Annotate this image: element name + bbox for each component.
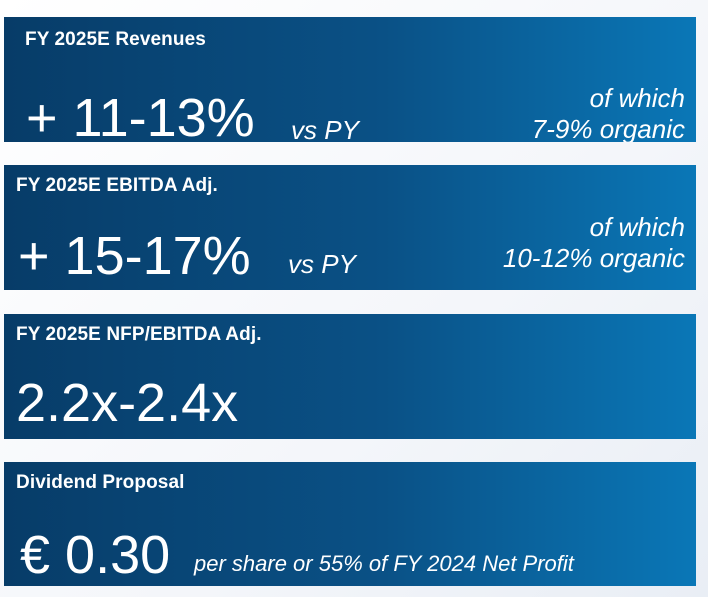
nfp-ebitda-card: FY 2025E NFP/EBITDA Adj. 2.2x-2.4x <box>4 314 696 439</box>
ebitda-card: FY 2025E EBITDA Adj. + 15-17% vs PY of w… <box>4 165 696 290</box>
dividend-description: per share or 55% of FY 2024 Net Profit <box>194 551 574 576</box>
revenues-vs-py-label: vs PY <box>291 115 359 142</box>
ebitda-note-line2: 10-12% organic <box>502 243 685 274</box>
dividend-title: Dividend Proposal <box>16 472 185 493</box>
ebitda-vs-py-label: vs PY <box>288 249 356 279</box>
ebitda-note-line1: of which <box>589 212 685 242</box>
nfp-ebitda-value: 2.2x-2.4x <box>16 373 239 433</box>
dividend-value: € 0.30 <box>20 525 171 585</box>
nfp-ebitda-title: FY 2025E NFP/EBITDA Adj. <box>16 324 262 345</box>
revenues-title: FY 2025E Revenues <box>25 29 206 50</box>
dividend-card: Dividend Proposal € 0.30 per share or 55… <box>4 462 696 586</box>
revenues-growth-value: + 11-13% <box>26 88 255 142</box>
revenues-organic-note: of which 7-9% organic <box>532 83 685 142</box>
ebitda-title: FY 2025E EBITDA Adj. <box>16 175 218 196</box>
revenues-card: FY 2025E Revenues + 11-13% vs PY of whic… <box>4 17 696 142</box>
ebitda-organic-note: of which 10-12% organic <box>503 212 685 274</box>
ebitda-growth-value: + 15-17% <box>18 226 251 286</box>
revenues-note-line1: of which <box>589 83 685 113</box>
revenues-note-line2: 7-9% organic <box>531 114 685 142</box>
